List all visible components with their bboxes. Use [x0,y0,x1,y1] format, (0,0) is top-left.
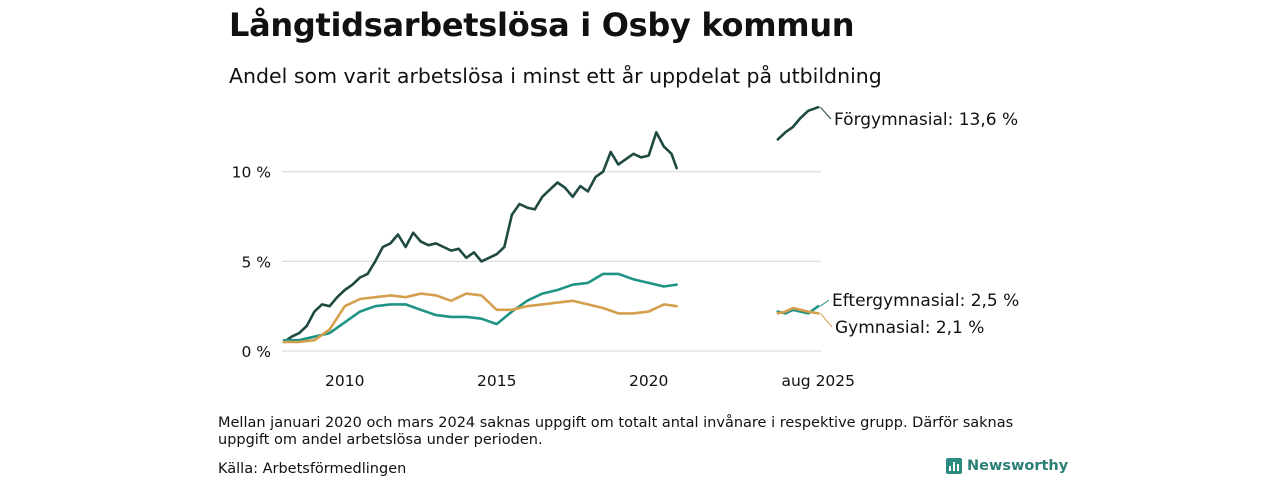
brand-logo[interactable]: Newsworthy [946,458,1068,474]
series-end-label-gymnasial: Gymnasial: 2,1 % [835,318,984,338]
y-tick-label: 10 % [232,164,271,182]
chart-title: Långtidsarbetslösa i Osby kommun [229,6,855,44]
label-leader-forgymnasial [819,106,832,120]
x-tick-label: 2015 [477,372,516,390]
label-leader-gymnasial [819,313,833,328]
chart-subtitle: Andel som varit arbetslösa i minst ett å… [229,64,882,88]
newsworthy-icon [946,458,962,474]
source-text: Källa: Arbetsförmedlingen [218,461,407,477]
y-tick-label: 5 % [241,253,271,271]
label-leader-eftergymnasial [819,299,830,307]
series-line-eftergymnasial [282,272,678,342]
series-line-gymnasial [776,306,820,315]
series-line-forgymnasial [282,131,678,344]
series-line-gymnasial [282,292,678,344]
x-tick-label: aug 2025 [781,372,855,390]
x-tick-label: 2010 [325,372,364,390]
brand-name: Newsworthy [967,458,1069,474]
x-tick-label: 2020 [629,372,668,390]
series-end-label-forgymnasial: Förgymnasial: 13,6 % [834,110,1018,130]
footnote: Mellan januari 2020 och mars 2024 saknas… [218,415,1014,448]
series-end-label-eftergymnasial: Eftergymnasial: 2,5 % [832,291,1019,311]
series-line-forgymnasial [776,105,820,141]
y-tick-label: 0 % [241,343,271,361]
